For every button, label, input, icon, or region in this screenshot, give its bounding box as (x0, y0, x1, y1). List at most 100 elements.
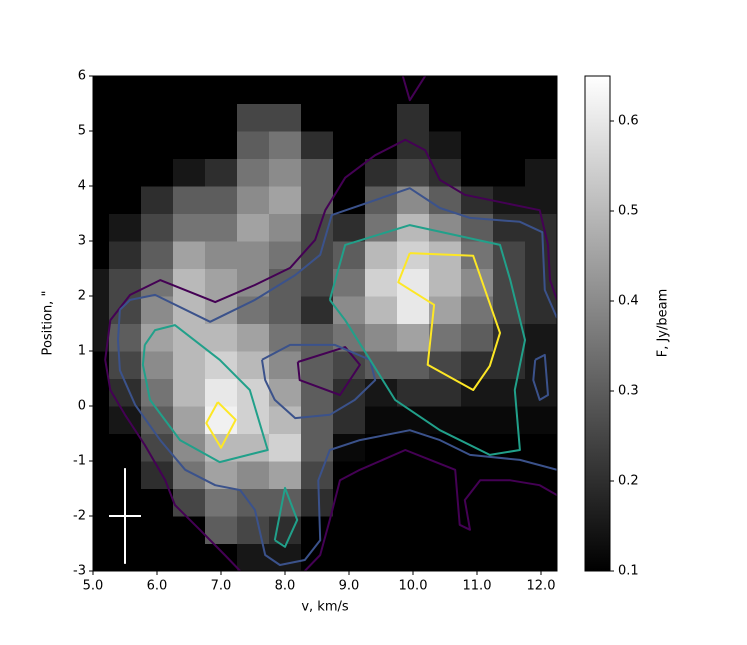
heatmap-cell (237, 131, 270, 159)
heatmap-cell (269, 461, 302, 489)
heatmap-cell (429, 76, 462, 104)
heatmap-cell (365, 76, 398, 104)
heatmap-cell (525, 378, 557, 407)
heatmap-cell (365, 131, 398, 159)
heatmap-cell (237, 323, 270, 352)
heatmap-cell (237, 241, 270, 269)
colorbar-tick-label: 0.1 (618, 564, 639, 579)
heatmap-cell (525, 323, 557, 352)
heatmap-cell (301, 158, 334, 187)
heatmap-cell (333, 131, 366, 159)
plot-area (93, 76, 557, 571)
heatmap-cell (205, 543, 238, 571)
heatmap-cell (269, 186, 302, 214)
heatmap-cell (141, 296, 174, 324)
heatmap-cell (365, 186, 398, 214)
heatmap-cell (333, 268, 366, 297)
heatmap-cell (109, 406, 142, 434)
heatmap-cell (333, 76, 366, 104)
heatmap-cell (269, 76, 302, 104)
heatmap-cell (493, 158, 526, 187)
heatmap-cell (141, 516, 174, 544)
heatmap-cell (269, 543, 302, 571)
heatmap-cell (461, 516, 494, 544)
heatmap-cell (173, 406, 206, 434)
heatmap-cell (173, 378, 206, 407)
y-tick-label: 1 (78, 344, 86, 359)
heatmap-cell (333, 516, 366, 544)
heatmap-cell (429, 323, 462, 352)
heatmap-cell (333, 488, 366, 517)
heatmap-cell (141, 241, 174, 269)
heatmap-cell (237, 213, 270, 242)
heatmap-cell (237, 186, 270, 214)
heatmap-cell (237, 76, 270, 104)
heatmap-cell (205, 351, 238, 379)
x-tick-label: 5.0 (83, 579, 104, 594)
heatmap-cell (141, 488, 174, 517)
heatmap-cell (525, 268, 557, 297)
heatmap-cell (205, 103, 238, 132)
heatmap-cell (397, 488, 430, 517)
x-tick-label: 12.0 (527, 579, 556, 594)
heatmap-cell (173, 76, 206, 104)
heatmap-cell (109, 131, 142, 159)
heatmap-cell (525, 433, 557, 462)
heatmap-cell (493, 378, 526, 407)
heatmap-cell (93, 516, 110, 544)
heatmap-cell (461, 323, 494, 352)
heatmap-cell (93, 213, 110, 242)
heatmap-cell (205, 488, 238, 517)
heatmap-cell (461, 103, 494, 132)
x-tick-label: 8.0 (275, 579, 296, 594)
heatmap-cell (493, 186, 526, 214)
heatmap-cell (301, 131, 334, 159)
heatmap-cell (173, 186, 206, 214)
heatmap-cell (461, 268, 494, 297)
heatmap-cell (93, 323, 110, 352)
colorbar (584, 75, 611, 572)
heatmap-cell (493, 488, 526, 517)
colorbar-tick-label: 0.6 (618, 114, 639, 129)
heatmap-cell (397, 351, 430, 379)
heatmap-cell (93, 543, 110, 571)
heatmap-cell (269, 213, 302, 242)
heatmap-cell (525, 296, 557, 324)
heatmap-cell (525, 516, 557, 544)
heatmap-cell (269, 488, 302, 517)
contour (397, 252, 501, 391)
heatmap-cell (141, 131, 174, 159)
x-tick-label: 10.0 (399, 579, 428, 594)
contour (261, 343, 377, 420)
heatmap-cell (269, 103, 302, 132)
y-tick-label: 2 (78, 289, 86, 304)
heatmap-cell (493, 268, 526, 297)
y-tick-label: 0 (78, 399, 86, 414)
heatmap-cell (93, 103, 110, 132)
heatmap-cell (93, 406, 110, 434)
y-tick-label: -2 (73, 509, 86, 524)
x-axis-label: v, km/s (301, 600, 349, 615)
x-tick-label: 9.0 (339, 579, 360, 594)
heatmap-cell (237, 406, 270, 434)
contour (104, 138, 557, 571)
heatmap-cell (93, 268, 110, 297)
heatmap-cell (493, 406, 526, 434)
heatmap-cell (269, 433, 302, 462)
contour (296, 346, 361, 396)
y-tick-label: 3 (78, 234, 86, 249)
heatmap-cell (493, 131, 526, 159)
heatmap-cell (93, 158, 110, 187)
heatmap-cell (365, 103, 398, 132)
heatmap-cell (237, 543, 270, 571)
heatmap-cell (173, 351, 206, 379)
heatmap-cell (525, 406, 557, 434)
y-axis-label: Position, " (41, 291, 56, 356)
heatmap-cell (173, 296, 206, 324)
heatmap-cell (173, 461, 206, 489)
heatmap-cell (429, 516, 462, 544)
heatmap-cell (333, 158, 366, 187)
contour (117, 187, 557, 566)
heatmap-cell (429, 213, 462, 242)
